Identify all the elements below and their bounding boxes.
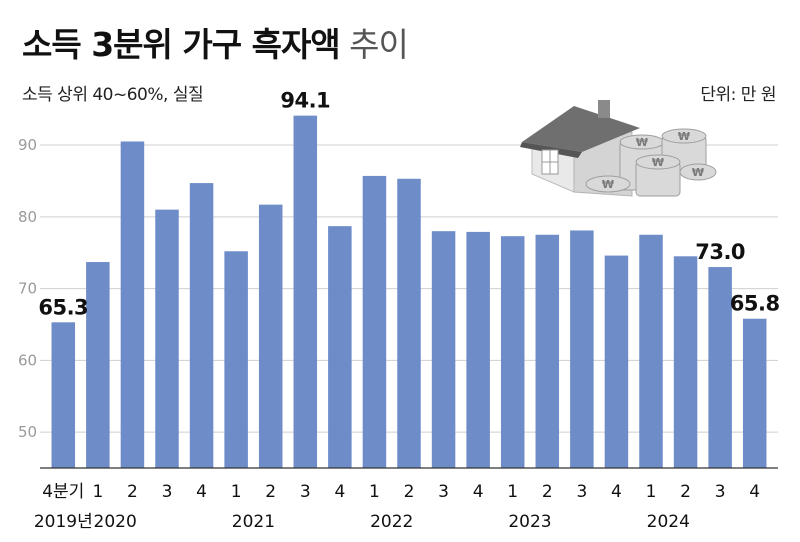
- x-tick-label: 4: [749, 482, 760, 502]
- chart-title-main: 소득 3분위 가구 흑자액: [22, 25, 341, 64]
- y-tick-label: 80: [18, 208, 37, 226]
- bar: [86, 262, 110, 468]
- y-tick-label: 60: [18, 351, 37, 369]
- x-tick-label: 2: [680, 482, 691, 502]
- bar: [742, 318, 767, 468]
- bar: [120, 141, 145, 468]
- x-tick-label: 3: [162, 482, 173, 502]
- x-tick-label: 4: [611, 482, 622, 502]
- year-label: 2019년: [34, 512, 93, 532]
- x-tick-label: 1: [92, 482, 103, 502]
- x-tick-label: 3: [438, 482, 449, 502]
- chart-subtitle: 소득 상위 40~60%, 실질: [22, 85, 204, 105]
- bar: [639, 234, 663, 468]
- bar: [258, 204, 283, 468]
- x-tick-label: 1: [646, 482, 657, 502]
- x-tick-label: 2: [404, 482, 415, 502]
- bar: [189, 183, 214, 468]
- y-tick-label: 90: [18, 136, 37, 154]
- x-tick-label: 1: [231, 482, 242, 502]
- unit-label: 단위: 만 원: [700, 85, 776, 105]
- x-tick-label: 2: [127, 482, 138, 502]
- svg-text:₩: ₩: [636, 136, 648, 149]
- bar: [293, 115, 318, 469]
- bar: [604, 255, 629, 468]
- data-label: 65.8: [730, 292, 780, 316]
- x-tick-label: 3: [300, 482, 311, 502]
- bar: [397, 178, 421, 468]
- svg-text:₩: ₩: [692, 166, 704, 179]
- bar: [466, 231, 490, 468]
- bar: [328, 226, 352, 468]
- bar: [535, 234, 560, 468]
- y-tick-label: 70: [18, 280, 37, 298]
- x-tick-label: 3: [715, 482, 726, 502]
- svg-text:₩: ₩: [602, 178, 614, 191]
- data-label: 73.0: [695, 240, 745, 264]
- chart-title-suffix: 추이: [349, 25, 409, 64]
- x-tick-label: 3: [576, 482, 587, 502]
- year-label: 2023: [508, 512, 551, 532]
- x-tick-label: 4분기: [42, 482, 84, 502]
- x-tick-label: 2: [542, 482, 553, 502]
- bar: [570, 230, 594, 468]
- bar: [362, 175, 387, 468]
- x-tick-label: 2: [265, 482, 276, 502]
- bar: [155, 209, 179, 468]
- x-tick-label: 1: [507, 482, 518, 502]
- bar: [224, 251, 248, 468]
- data-label: 94.1: [280, 89, 330, 113]
- chart-title: 소득 3분위 가구 흑자액 추이: [22, 18, 409, 66]
- bar: [708, 267, 732, 468]
- svg-text:₩: ₩: [652, 156, 664, 169]
- x-tick-label: 4: [334, 482, 345, 502]
- y-tick-label: 50: [18, 423, 37, 441]
- x-tick-label: 1: [369, 482, 380, 502]
- bar: [431, 231, 456, 468]
- year-label: 2024: [647, 512, 690, 532]
- x-tick-label: 4: [473, 482, 484, 502]
- svg-text:₩: ₩: [678, 130, 690, 143]
- bar: [673, 256, 698, 468]
- bar: [500, 236, 525, 468]
- bar: [51, 322, 76, 468]
- year-label: 2020: [94, 512, 137, 532]
- house-coins-illustration: ₩ ₩ ₩ ₩ ₩: [520, 100, 717, 197]
- x-tick-label: 4: [196, 482, 207, 502]
- data-label: 65.3: [38, 295, 88, 319]
- year-label: 2022: [370, 512, 413, 532]
- year-label: 2021: [232, 512, 275, 532]
